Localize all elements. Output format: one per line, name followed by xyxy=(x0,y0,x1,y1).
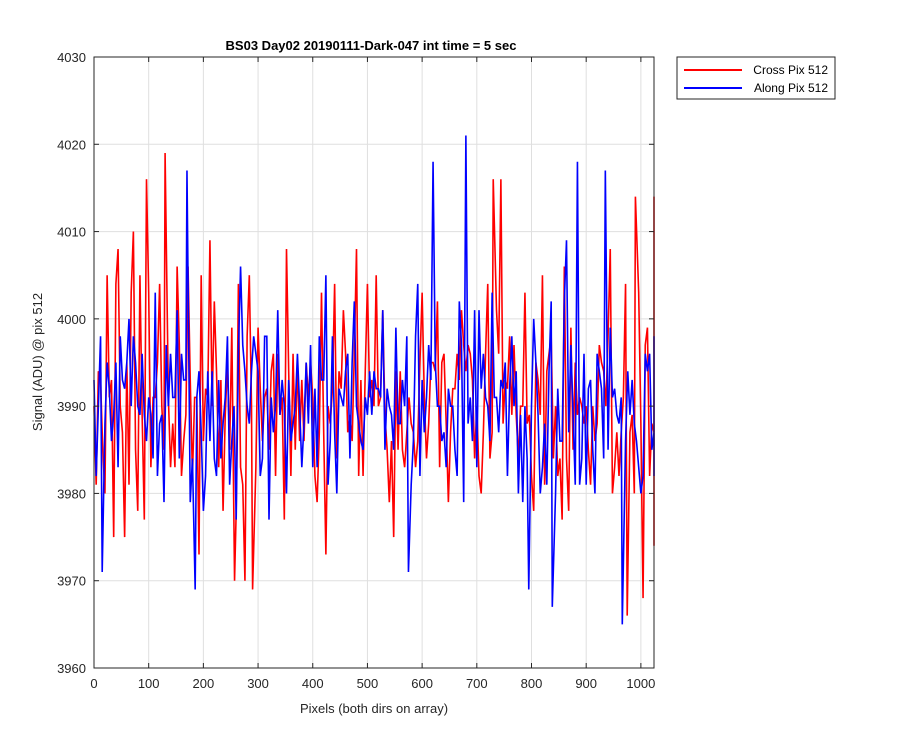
legend-label-along: Along Pix 512 xyxy=(754,81,828,95)
x-tick-label: 700 xyxy=(466,676,488,691)
grid-lines xyxy=(94,57,654,668)
x-tick-label: 900 xyxy=(575,676,597,691)
y-tick-label: 4000 xyxy=(57,312,86,327)
y-tick-label: 4020 xyxy=(57,137,86,152)
y-axis-label: Signal (ADU) @ pix 512 xyxy=(30,293,45,431)
x-tick-label: 200 xyxy=(193,676,215,691)
y-tick-label: 3980 xyxy=(57,486,86,501)
x-tick-label: 600 xyxy=(411,676,433,691)
plot-frame xyxy=(93,56,655,669)
series-layer xyxy=(93,135,655,625)
x-tick-label: 800 xyxy=(521,676,543,691)
x-tick-label: 300 xyxy=(247,676,269,691)
x-tick-label: 500 xyxy=(357,676,379,691)
series-line-along-pix xyxy=(93,135,655,625)
y-tick-label: 3960 xyxy=(57,661,86,676)
y-tick-label: 3990 xyxy=(57,399,86,414)
x-tick-label: 0 xyxy=(90,676,97,691)
y-tick-label: 4030 xyxy=(57,50,86,65)
y-tick-label: 4010 xyxy=(57,225,86,240)
legend-label-cross: Cross Pix 512 xyxy=(753,63,828,77)
y-tick-label: 3970 xyxy=(57,574,86,589)
legend[interactable]: Cross Pix 512 Along Pix 512 xyxy=(676,56,836,100)
x-tick-label: 400 xyxy=(302,676,324,691)
x-tick-label: 1000 xyxy=(626,676,655,691)
chart-title: BS03 Day02 20190111-Dark-047 int time = … xyxy=(226,38,517,53)
x-axis-label: Pixels (both dirs on array) xyxy=(300,701,448,716)
legend-box xyxy=(676,56,836,100)
axis-ticks: 0 100 200 300 400 500 600 700 800 900 1000 3960 3970… xyxy=(57,50,655,691)
x-tick-label: 100 xyxy=(138,676,160,691)
